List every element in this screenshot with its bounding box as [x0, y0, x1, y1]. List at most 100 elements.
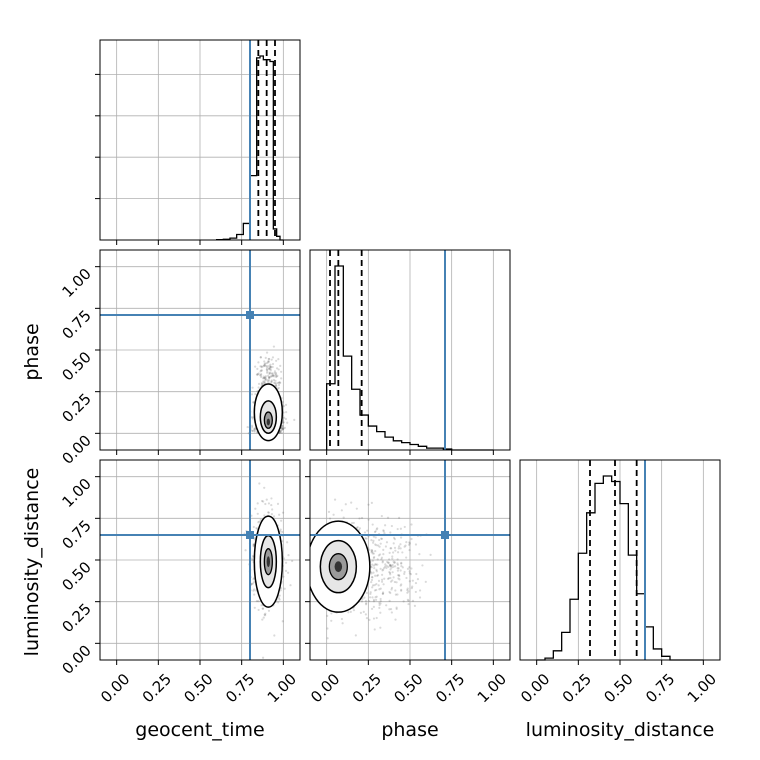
sample-point [253, 588, 256, 591]
sample-point [259, 518, 262, 522]
sample-point [277, 383, 281, 387]
sample-point [282, 427, 285, 430]
sample-point [399, 584, 402, 587]
sample-point [386, 577, 390, 580]
sample-point [411, 579, 414, 582]
sample-point [388, 558, 391, 561]
sample-point [400, 562, 403, 565]
sample-point [267, 357, 270, 361]
sample-point [390, 524, 393, 528]
sample-point [270, 375, 273, 378]
sample-point [279, 381, 282, 384]
sample-point [357, 528, 361, 532]
sample-point [387, 561, 390, 564]
sample-point [376, 527, 379, 530]
sample-point [277, 358, 280, 361]
sample-point [255, 599, 258, 603]
sample-point [365, 616, 369, 620]
sample-point [282, 575, 285, 578]
x-tick-label: 1.00 [264, 670, 300, 706]
sample-point [270, 497, 273, 500]
sample-point [264, 379, 267, 382]
sample-point [429, 553, 432, 556]
sample-point [252, 544, 255, 547]
sample-point [370, 501, 373, 505]
sample-point [405, 556, 408, 559]
sample-point [262, 365, 265, 368]
sample-point [390, 611, 393, 614]
sample-point [380, 514, 383, 518]
sample-point [414, 581, 418, 585]
sample-point [364, 599, 368, 603]
sample-point [326, 627, 329, 630]
sample-point [381, 592, 384, 595]
sample-point [271, 362, 275, 366]
sample-point [251, 554, 254, 558]
sample-point [380, 578, 384, 581]
sample-point [389, 580, 393, 583]
sample-point [369, 596, 372, 599]
sample-point [364, 537, 367, 540]
x-tick-label: 0.50 [180, 670, 216, 706]
sample-point [349, 610, 352, 613]
sample-point [275, 375, 278, 378]
sample-point [280, 519, 283, 522]
sample-point [272, 345, 276, 348]
x-tick-label: 0.75 [642, 670, 678, 706]
x-tick-label: 0.00 [307, 670, 343, 706]
sample-point [372, 535, 375, 538]
truth-marker [441, 531, 449, 539]
sample-point [279, 430, 282, 434]
sample-point [267, 367, 271, 370]
sample-point [408, 570, 411, 573]
x-tick-label: 0.50 [390, 670, 426, 706]
sample-point [271, 356, 275, 359]
sample-point [275, 384, 278, 387]
sample-point [244, 549, 247, 552]
sample-point [273, 375, 276, 378]
sample-point [263, 360, 266, 363]
sample-point [414, 590, 417, 594]
sample-point [384, 545, 388, 548]
sample-point [377, 579, 381, 582]
x-tick-label: 0.25 [559, 670, 595, 706]
sample-point [279, 589, 282, 592]
sample-point [404, 544, 407, 547]
sample-point [371, 576, 374, 579]
sample-point [328, 517, 332, 520]
sample-point [284, 417, 288, 421]
contour-level-3 [266, 418, 271, 426]
sample-point [327, 510, 331, 513]
sample-point [264, 376, 267, 379]
sample-point [251, 417, 254, 420]
sample-point [398, 578, 401, 581]
sample-point [281, 511, 285, 514]
sample-point [385, 541, 389, 544]
sample-point [387, 565, 390, 568]
sample-point [260, 499, 264, 503]
sample-point [370, 576, 374, 579]
sample-point [411, 599, 415, 602]
sample-point [385, 604, 388, 607]
sample-point [340, 509, 343, 512]
sample-point [370, 548, 374, 552]
sample-point [373, 628, 376, 631]
sample-point [381, 569, 384, 572]
sample-point [261, 377, 265, 380]
sample-point [388, 563, 391, 566]
sample-point [264, 614, 267, 617]
sample-point [283, 426, 287, 429]
sample-point [260, 374, 263, 377]
sample-point [333, 498, 337, 501]
sample-point [393, 561, 397, 564]
truth-marker [246, 311, 254, 319]
sample-point [280, 431, 283, 435]
sample-point [283, 416, 286, 419]
x-tick-label: 0.00 [97, 670, 133, 706]
sample-point [406, 588, 409, 592]
y-tick-label: 0.75 [58, 306, 94, 342]
sample-point [411, 585, 414, 588]
sample-point [263, 514, 266, 517]
sample-point [270, 379, 273, 382]
sample-point [281, 427, 285, 431]
